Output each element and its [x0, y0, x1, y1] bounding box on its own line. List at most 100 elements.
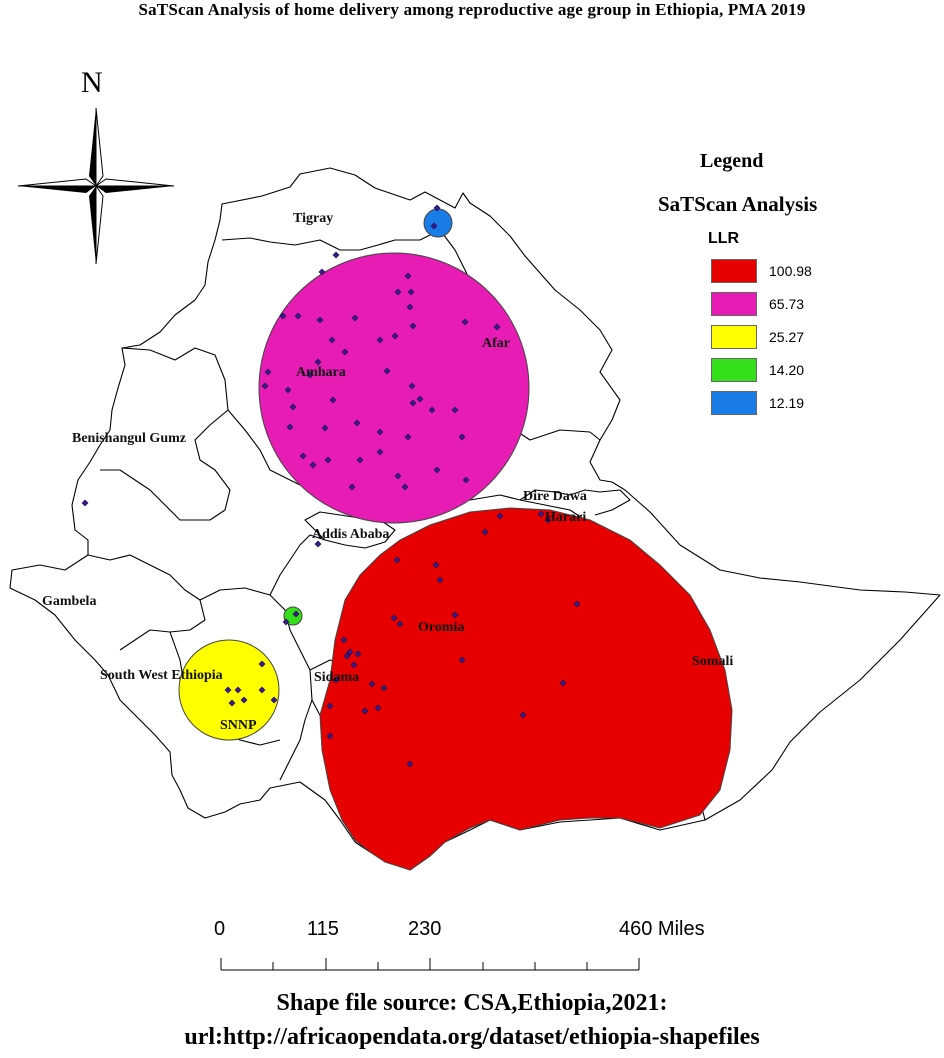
sample-point-marker: [461, 318, 469, 326]
legend-swatch: [711, 358, 757, 382]
sample-point-marker: [299, 452, 307, 460]
sample-point-marker: [376, 336, 384, 344]
sample-point-marker: [374, 704, 382, 712]
label-oromia: Oromia: [418, 620, 464, 635]
label-sidama: Sidama: [314, 670, 359, 685]
sample-point-marker: [393, 556, 401, 564]
sample-point-marker: [401, 483, 409, 491]
legend-subtitle: SaTScan Analysis: [658, 192, 818, 216]
legend-title: Legend: [700, 150, 764, 172]
sample-point-marker: [458, 656, 466, 664]
north-label: N: [81, 66, 103, 99]
legend-item: 25.27: [711, 325, 911, 351]
label-gambela: Gambela: [42, 594, 96, 609]
sample-point-marker: [282, 618, 290, 626]
sample-point-marker: [350, 661, 358, 669]
sample-point-marker: [258, 686, 266, 694]
sample-point-marker: [451, 406, 459, 414]
sample-point-marker: [261, 382, 269, 390]
sample-point-marker: [407, 288, 415, 296]
sample-point-marker: [318, 268, 326, 276]
sample-point-marker: [258, 660, 266, 668]
sample-point-marker: [404, 433, 412, 441]
sample-point-marker: [493, 323, 501, 331]
sample-point-marker: [294, 312, 302, 320]
sample-point-marker: [519, 711, 527, 719]
cluster-red: [319, 507, 733, 871]
sample-point-marker: [573, 600, 581, 608]
sample-point-marker: [321, 424, 329, 432]
label-addis-ababa: Addis Ababa: [312, 527, 389, 542]
sample-point-marker: [279, 312, 287, 320]
legend-label: 12.19: [769, 395, 805, 411]
sample-point-marker: [326, 732, 334, 740]
sample-point-marker: [81, 499, 89, 507]
scale-label-460: 460 Miles: [619, 918, 705, 940]
legend-item: 65.73: [711, 292, 911, 318]
sample-point-marker: [354, 650, 362, 658]
sample-point-marker: [406, 760, 414, 768]
region-labels: Tigray Afar Amhara Benishangul Gumz Dire…: [42, 211, 733, 733]
sample-point-marker: [430, 222, 438, 230]
sample-point-marker: [409, 399, 417, 407]
sample-point-marker: [343, 652, 351, 660]
sample-point-marker: [309, 461, 317, 469]
sample-point-marker: [306, 371, 314, 379]
source-line-1: Shape file source: CSA,Ethiopia,2021:: [276, 990, 668, 1016]
label-south-west: South West Ethiopia: [100, 668, 223, 683]
sample-point-marker: [428, 406, 436, 414]
sample-point-marker: [433, 466, 441, 474]
sample-point-marker: [383, 367, 391, 375]
sample-point-marker: [332, 251, 340, 259]
label-dire-dawa: Dire Dawa: [523, 489, 587, 504]
label-afar: Afar: [482, 336, 510, 351]
sample-point-marker: [361, 707, 369, 715]
sample-point-marker: [436, 576, 444, 584]
sample-point-marker: [404, 272, 412, 280]
central-oromia-border: [269, 534, 326, 596]
sample-point-marker: [224, 686, 232, 694]
sample-point-marker: [356, 456, 364, 464]
sample-point-marker: [406, 303, 414, 311]
tigray-amhara-border: [221, 229, 441, 251]
sample-point-marker: [346, 648, 354, 656]
cluster-layer: [178, 208, 733, 871]
cluster-blue: [423, 208, 453, 238]
sample-point-marker: [368, 680, 376, 688]
cluster-green: [283, 606, 303, 626]
sample-point-marker: [416, 395, 424, 403]
sample-point-marker: [376, 428, 384, 436]
legend-swatch: [711, 259, 757, 283]
sample-point-marker: [394, 288, 402, 296]
sample-point-marker: [324, 456, 332, 464]
label-tigray: Tigray: [293, 211, 333, 226]
sample-point-marker: [408, 382, 416, 390]
scale-label-230: 230: [408, 918, 442, 940]
sample-point-marker: [537, 510, 545, 518]
gambela-border: [87, 554, 206, 651]
legend-item: 100.98: [711, 259, 911, 285]
sample-point-marker: [292, 610, 300, 618]
sample-point-marker: [314, 540, 322, 548]
sample-point-marker: [433, 204, 441, 212]
benishangul-border: [100, 347, 231, 521]
sample-point-marker: [329, 396, 337, 404]
sample-point-marker: [396, 620, 404, 628]
sample-point-marker: [481, 528, 489, 536]
sample-point-marker: [270, 696, 278, 704]
label-snnp: SNNP: [220, 718, 257, 733]
north-arrow-icon: [17, 107, 175, 265]
dire-dawa-border: [519, 489, 631, 516]
legend-item: 14.20: [711, 358, 911, 384]
addis-ababa-border: [304, 511, 396, 549]
sample-point-marker: [544, 516, 552, 524]
sample-point-marker: [316, 316, 324, 324]
sample-point-marker: [340, 636, 348, 644]
sample-point-marker: [380, 684, 388, 692]
sample-point-marker: [376, 448, 384, 456]
sample-point-marker: [394, 472, 402, 480]
sample-point-marker: [451, 611, 459, 619]
label-somali: Somali: [692, 654, 733, 669]
sample-point-marker: [314, 358, 322, 366]
